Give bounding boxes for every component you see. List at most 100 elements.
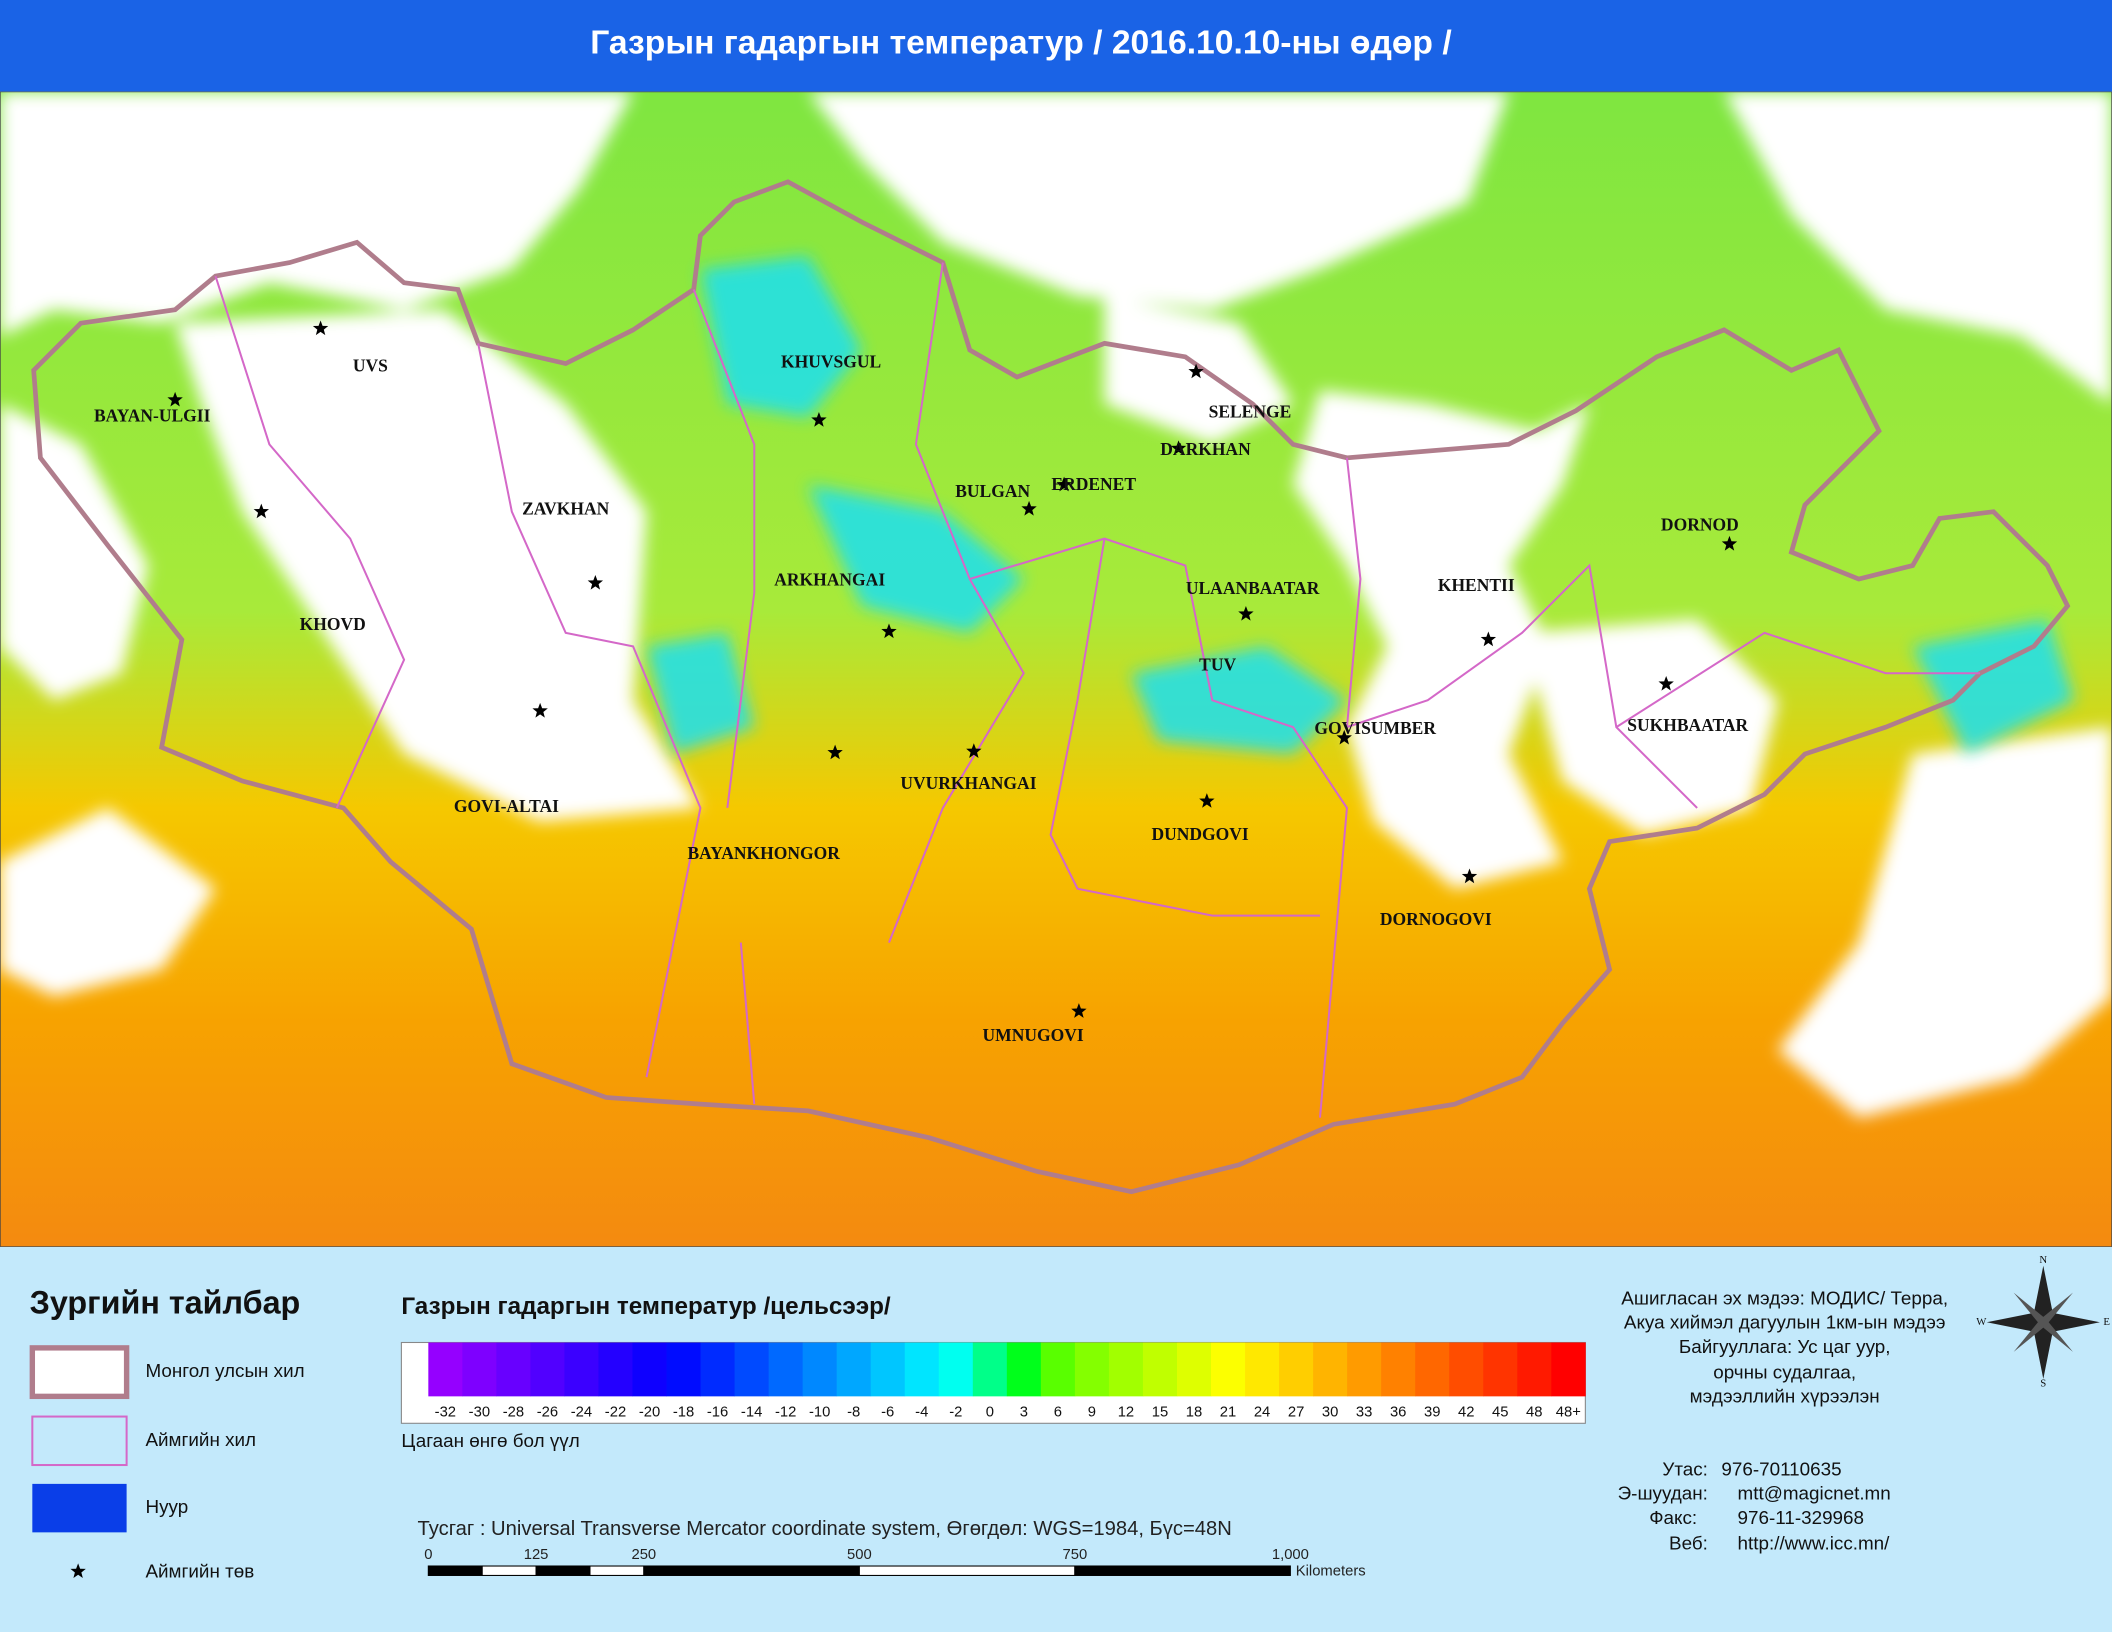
color-swatch xyxy=(1006,1342,1042,1397)
legend-country-border xyxy=(29,1345,130,1400)
scale-tick-label: 750 xyxy=(1063,1547,1088,1563)
aimag-center xyxy=(1721,535,1738,551)
aimag-label: KHUVSGUL xyxy=(781,352,881,372)
scale-segment xyxy=(481,1565,537,1576)
scale-segment xyxy=(858,1565,1076,1576)
color-swatch xyxy=(938,1342,974,1397)
color-scale-label: -6 xyxy=(881,1404,894,1420)
color-scale-label: -2 xyxy=(949,1404,962,1420)
color-swatch xyxy=(734,1342,770,1397)
aimag-label: BAYAN-ULGII xyxy=(94,405,211,425)
scale-segment xyxy=(427,1565,483,1576)
color-scale-label: 3 xyxy=(1020,1404,1028,1420)
color-swatch xyxy=(1142,1342,1178,1397)
source-line: мэдээллийн хүрээлэн xyxy=(1690,1386,1880,1407)
aimag-label: UVS xyxy=(353,356,388,376)
aimag-center xyxy=(167,391,183,407)
aimag-label: DUNDGOVI xyxy=(1151,824,1248,844)
contact-label: Утас: xyxy=(1662,1458,1708,1479)
color-scale-label: -16 xyxy=(707,1404,728,1420)
color-swatch xyxy=(666,1342,701,1397)
color-scale-label: -26 xyxy=(537,1404,558,1420)
legend-item: Аймгийн хил xyxy=(145,1429,256,1450)
aimag-center xyxy=(1238,605,1254,621)
page-title: Газрын гадаргын температур / 2016.10.10-… xyxy=(590,24,1452,61)
color-scale-label: -14 xyxy=(741,1404,762,1420)
color-swatch xyxy=(632,1342,667,1397)
color-swatch xyxy=(1449,1342,1484,1397)
color-scale-label: -32 xyxy=(435,1404,456,1420)
aimag-center xyxy=(1336,729,1352,745)
color-swatch xyxy=(1483,1342,1518,1397)
aimag-center xyxy=(1461,868,1478,884)
color-scale-label: 45 xyxy=(1492,1404,1508,1420)
color-scale-label: 33 xyxy=(1356,1404,1372,1420)
color-swatch xyxy=(598,1342,633,1397)
source-line: орчны судалгаа, xyxy=(1713,1361,1856,1382)
legend-item: Нуур xyxy=(145,1496,188,1517)
aimag-center xyxy=(1658,675,1674,691)
color-swatch xyxy=(1245,1342,1280,1397)
aimag-label: GOVISUMBER xyxy=(1314,718,1436,738)
color-scale-label: -10 xyxy=(809,1404,830,1420)
aimag-label: DORNOGOVI xyxy=(1380,909,1492,929)
aimag-label: ERDENET xyxy=(1051,474,1136,494)
color-swatch xyxy=(530,1342,565,1397)
color-swatch xyxy=(1074,1342,1110,1397)
aimag-borders xyxy=(214,262,1980,1118)
aimag-center xyxy=(881,623,897,639)
color-scale-label: 30 xyxy=(1322,1404,1338,1420)
aimag-center xyxy=(811,412,827,427)
contact-label: Э-шуудан: xyxy=(1618,1483,1708,1504)
legend-item: Монгол улсын хил xyxy=(145,1360,304,1381)
aimag-center xyxy=(1056,476,1072,492)
source-line: Акуа хиймэл дагуулын 1км-ын мэдээ xyxy=(1624,1312,1946,1333)
aimag-center xyxy=(532,702,548,718)
color-scale-label: 0 xyxy=(986,1404,994,1420)
aimag-label: SELENGE xyxy=(1209,401,1292,421)
compass-letter: N xyxy=(2039,1254,2047,1266)
color-scale-label: 42 xyxy=(1458,1404,1474,1420)
color-swatch xyxy=(564,1342,599,1397)
scale-caption: Тусгаг : Universal Transverse Mercator c… xyxy=(418,1518,1232,1540)
aimag-label: DORNOD xyxy=(1661,515,1739,535)
scale-tick-label: 250 xyxy=(631,1547,656,1563)
scale-segment xyxy=(643,1565,860,1576)
color-swatch xyxy=(1517,1342,1552,1397)
aimag-center xyxy=(966,743,982,758)
aimag-center xyxy=(587,574,604,590)
color-scale-label: 27 xyxy=(1288,1404,1304,1420)
contact-value: mtt@magicnet.mn xyxy=(1738,1483,1891,1504)
legend-title: Зургийн тайлбар xyxy=(30,1284,301,1320)
aimag-label: TUV xyxy=(1199,655,1236,675)
source-line: Ашигласан эх мэдээ: МОДИС/ Терра, xyxy=(1621,1287,1948,1308)
color-swatch xyxy=(870,1342,906,1397)
compass-letter: E xyxy=(2103,1316,2110,1328)
compass-letter: S xyxy=(2040,1378,2046,1390)
contact-value: 976-70110635 xyxy=(1721,1458,1841,1479)
color-scale-label: -8 xyxy=(847,1404,860,1420)
color-swatch xyxy=(768,1342,804,1397)
color-swatch xyxy=(1347,1342,1382,1397)
color-scale-label: -28 xyxy=(503,1404,524,1420)
country-border xyxy=(31,179,2071,1195)
scale-bar: Тусгаг : Universal Transverse Mercator c… xyxy=(418,1518,1366,1579)
aimag-center xyxy=(1071,1003,1087,1018)
aimag-center xyxy=(70,1563,86,1579)
scale-tick-label: 1,000 xyxy=(1272,1547,1309,1563)
color-scale-label: -20 xyxy=(639,1404,660,1420)
contact-value: 976-11-329968 xyxy=(1738,1507,1864,1528)
aimag-center xyxy=(312,320,329,336)
color-swatch xyxy=(972,1342,1008,1397)
color-scale-label: 9 xyxy=(1088,1404,1096,1420)
contact-label: Факс: xyxy=(1649,1507,1697,1528)
scale-segment xyxy=(1074,1565,1291,1576)
color-swatch xyxy=(1415,1342,1450,1397)
color-swatch xyxy=(700,1342,736,1397)
color-swatch xyxy=(836,1342,872,1397)
color-swatch xyxy=(904,1342,940,1397)
aimag-center xyxy=(827,744,843,760)
aimag-center xyxy=(1480,631,1497,647)
